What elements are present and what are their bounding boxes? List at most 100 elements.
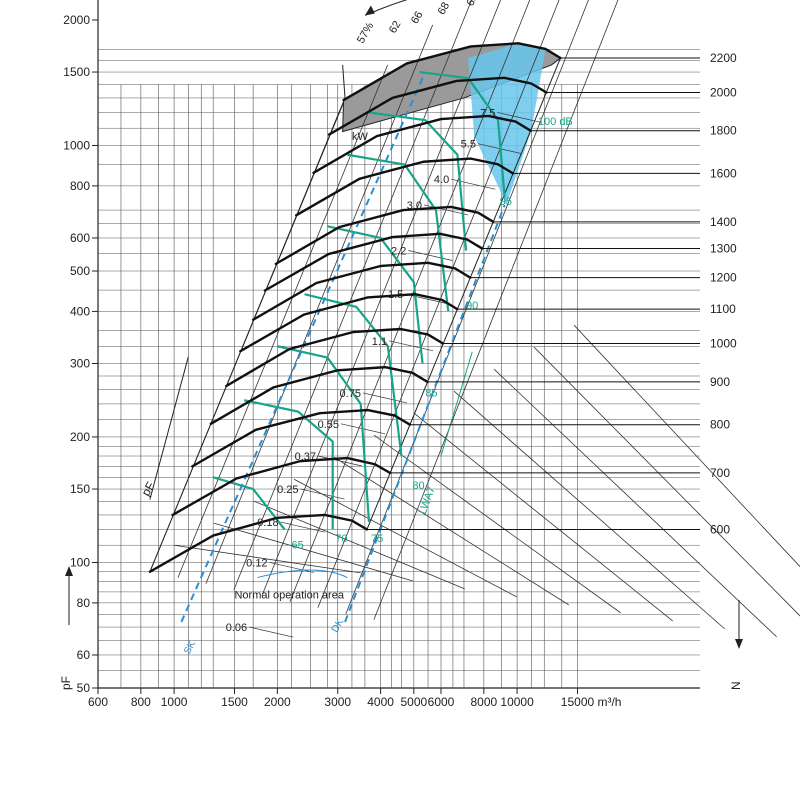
sound-power-curve bbox=[347, 153, 450, 312]
power-leader bbox=[405, 293, 450, 305]
sound-power-curve bbox=[212, 476, 286, 531]
y-tick-label: 200 bbox=[70, 430, 90, 444]
sound-power-curve bbox=[304, 293, 403, 457]
speed-label-900: 900 bbox=[710, 375, 730, 389]
speed-curve-900 bbox=[209, 365, 429, 426]
efficiency-label: 68 bbox=[436, 0, 453, 17]
efficiency-arrow bbox=[364, 0, 408, 16]
y-unit-label: Pa bbox=[75, 0, 90, 1]
power-label: 0.25 bbox=[277, 484, 298, 496]
power-label: 0.06 bbox=[226, 622, 247, 634]
y-tick-label: 800 bbox=[70, 179, 90, 193]
pressure-cross-line bbox=[493, 368, 777, 638]
efficiency-label: 65 bbox=[464, 0, 481, 8]
speed-label-1200: 1200 bbox=[710, 271, 737, 285]
pressure-cross-line bbox=[253, 500, 465, 590]
power-leader bbox=[317, 455, 363, 467]
speed-curve-1100 bbox=[239, 292, 459, 353]
y-axis-arrowhead bbox=[65, 566, 73, 576]
dk-label: DK bbox=[330, 617, 347, 635]
sound-power-label: 100 dB bbox=[538, 116, 573, 128]
x-tick-label: 800 bbox=[131, 695, 151, 709]
sound-power-label: 90 bbox=[466, 300, 478, 312]
speed-label-2200: 2200 bbox=[710, 51, 737, 65]
y-tick-label: 80 bbox=[77, 596, 91, 610]
speed-curve-1300 bbox=[263, 232, 484, 292]
power-leader bbox=[249, 626, 294, 638]
power-leader bbox=[269, 562, 314, 573]
power-label: 4.0 bbox=[434, 174, 449, 186]
net-right-boundary bbox=[366, 57, 561, 530]
speed-axis-label: N bbox=[729, 681, 743, 690]
x-tick-label: 1000 bbox=[161, 695, 188, 709]
speed-label-800: 800 bbox=[710, 418, 730, 432]
y-tick-label: 300 bbox=[70, 357, 90, 371]
pressure-cross-line bbox=[373, 434, 621, 614]
x-tick-label: 6000 bbox=[428, 695, 455, 709]
speed-label-700: 700 bbox=[710, 466, 730, 480]
sound-power-label: 95 bbox=[500, 196, 512, 208]
speed-label-600: 600 bbox=[710, 522, 730, 536]
speed-axis-arrowhead bbox=[735, 639, 743, 649]
x-tick-label: 15000 bbox=[561, 695, 595, 709]
sound-power-curve bbox=[368, 111, 468, 251]
sound-power-label: 65 bbox=[292, 540, 304, 552]
y-tick-label: 1500 bbox=[63, 65, 90, 79]
y-tick-label: 1000 bbox=[63, 138, 90, 152]
sound-power-arrow bbox=[440, 351, 473, 457]
net-left-boundary bbox=[149, 64, 346, 572]
sound-power-label: 70 bbox=[335, 533, 347, 545]
power-leader bbox=[451, 178, 496, 190]
dk-operation-line bbox=[344, 204, 506, 623]
power-leader bbox=[389, 340, 434, 352]
y-tick-label: 50 bbox=[77, 681, 91, 695]
pressure-cross-line bbox=[293, 478, 517, 598]
speed-label-1800: 1800 bbox=[710, 124, 737, 138]
sound-power-curve bbox=[243, 399, 334, 530]
speed-curve-1000 bbox=[225, 327, 445, 388]
speed-curve-1200 bbox=[251, 261, 472, 321]
efficiency-net bbox=[149, 0, 800, 638]
x-unit-label: m³/h bbox=[597, 695, 621, 709]
power-leader bbox=[423, 204, 469, 216]
power-label: 3.0 bbox=[407, 200, 422, 212]
y-tick-label: 600 bbox=[70, 231, 90, 245]
y-tick-label: 100 bbox=[70, 555, 90, 569]
y-tick-label: 60 bbox=[77, 648, 91, 662]
power-label: 7.5 bbox=[480, 107, 495, 119]
speed-curve-700 bbox=[171, 456, 392, 517]
power-label: 2.2 bbox=[391, 245, 406, 257]
y-tick-label: 150 bbox=[70, 482, 90, 496]
y-axis-label: pF bbox=[59, 676, 73, 690]
pressure-cross-line bbox=[333, 456, 569, 606]
speed-label-1300: 1300 bbox=[710, 242, 737, 256]
pressure-cross-line bbox=[453, 390, 725, 630]
speed-curve-1400 bbox=[274, 205, 495, 266]
efficiency-label: 57% bbox=[355, 20, 377, 45]
x-tick-label: 10000 bbox=[500, 695, 534, 709]
x-tick-label: 2000 bbox=[264, 695, 291, 709]
shaded-regions bbox=[342, 42, 562, 205]
efficiency-label: 66 bbox=[409, 9, 426, 26]
sk-operation-line bbox=[180, 71, 427, 623]
pressure-direction-label: pF bbox=[139, 479, 158, 498]
x-tick-label: 3000 bbox=[324, 695, 351, 709]
power-leader bbox=[362, 392, 408, 404]
power-label: 5.5 bbox=[461, 139, 476, 151]
efficiency-label: 62 bbox=[387, 19, 404, 36]
sound-power-label: 75 bbox=[371, 533, 383, 545]
power-label: 0.37 bbox=[295, 451, 316, 463]
efficiency-line bbox=[373, 0, 619, 620]
normal-operation-annotation: Normal operation area bbox=[234, 589, 344, 601]
power-label: 1.5 bbox=[388, 289, 403, 301]
power-label: 0.55 bbox=[318, 419, 339, 431]
speed-curve-800 bbox=[191, 408, 412, 468]
y-tick-label: 2000 bbox=[63, 13, 90, 27]
power-leader bbox=[280, 521, 325, 533]
power-leader bbox=[497, 112, 542, 123]
high-noise-region bbox=[468, 43, 546, 205]
x-tick-label: 1500 bbox=[221, 695, 248, 709]
sound-power-label: 80 bbox=[412, 480, 424, 492]
speed-label-1000: 1000 bbox=[710, 337, 737, 351]
